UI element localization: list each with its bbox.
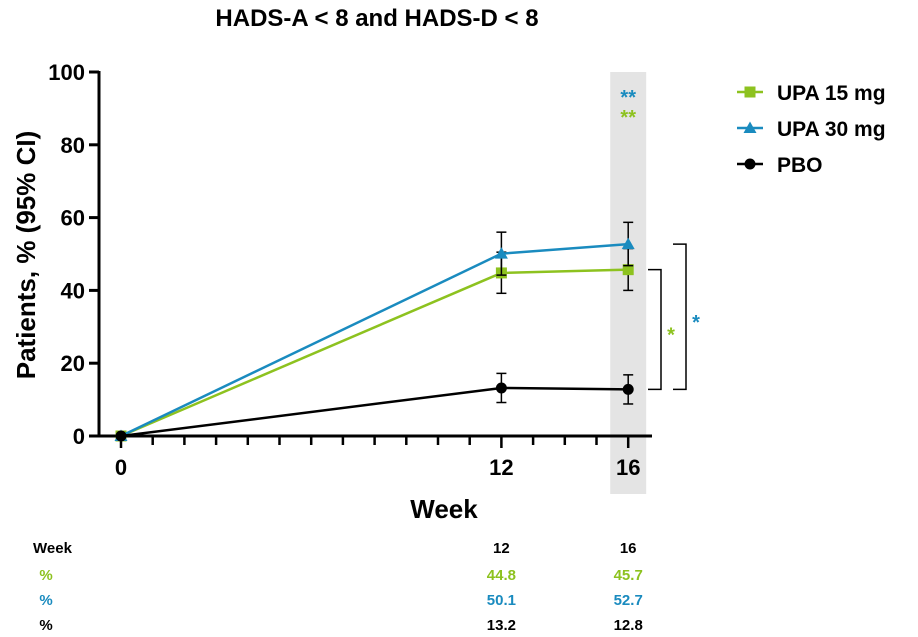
table-cell: 50.1 [487, 592, 516, 609]
series-line [120, 386, 629, 438]
data-point [115, 430, 127, 442]
y-axis-label: Patients, % (95% CI) [11, 131, 41, 380]
series-upa-15-mg [115, 247, 634, 442]
table-row-label: % [39, 592, 52, 609]
significance-bracket [648, 268, 662, 391]
x-tick-label: 16 [616, 455, 640, 480]
table-cell: 45.7 [614, 567, 643, 584]
chart-title: HADS-A < 8 and HADS-D < 8 [215, 5, 538, 32]
series-upa-30-mg [114, 221, 635, 441]
y-tick-label: 60 [61, 206, 85, 231]
legend-label: UPA 15 mg [777, 82, 886, 105]
legend-label: PBO [777, 154, 823, 177]
y-tick-label: 40 [61, 278, 85, 303]
y-tick-label: 80 [61, 133, 85, 158]
table-row-label: % [39, 567, 52, 584]
significance-marker: * [692, 312, 700, 334]
legend-item: PBO [737, 154, 823, 177]
y-tick-label: 100 [48, 60, 85, 85]
x-axis-label: Week [410, 494, 478, 524]
legend-item: UPA 15 mg [737, 82, 886, 105]
table-cell: 44.8 [487, 567, 516, 584]
significance-marker: * [667, 325, 675, 347]
table-row-label: % [39, 617, 52, 634]
significance-marker: ** [620, 107, 636, 129]
data-point [622, 264, 634, 276]
table-row: % 44.8 45.7 [39, 567, 642, 584]
data-point [494, 247, 508, 259]
table-cell: 13.2 [487, 617, 516, 634]
y-tick-label: 20 [61, 351, 85, 376]
legend-item: UPA 30 mg [737, 118, 886, 141]
table-header-cell: 16 [620, 540, 637, 557]
data-point [621, 237, 635, 250]
data-point [495, 382, 507, 394]
data-table: Week 12 16% 44.8 45.7% 50.1 52.7% 13.2 12.8 [33, 540, 643, 634]
data-point [744, 158, 756, 170]
series-line [120, 268, 629, 438]
y-tick-label: 0 [73, 424, 85, 449]
x-tick-label: 12 [489, 455, 513, 480]
series-line [120, 242, 629, 438]
significance-marker: ** [620, 87, 636, 109]
table-row: % 50.1 52.7 [39, 592, 642, 609]
table-cell: 52.7 [614, 592, 643, 609]
series-pbo [115, 372, 634, 442]
legend: UPA 15 mg UPA 30 mg PBO [737, 82, 886, 177]
data-point [744, 86, 756, 98]
table-header-cell: 12 [493, 540, 510, 557]
table-cell: 12.8 [614, 617, 643, 634]
x-tick-label: 0 [115, 455, 127, 480]
table-header: Week 12 16 [33, 540, 637, 557]
table-row: % 13.2 12.8 [39, 617, 642, 634]
table-header-label: Week [33, 540, 73, 557]
data-point [622, 383, 634, 395]
significance-bracket [673, 243, 687, 391]
legend-label: UPA 30 mg [777, 118, 886, 141]
data-point [743, 121, 757, 133]
